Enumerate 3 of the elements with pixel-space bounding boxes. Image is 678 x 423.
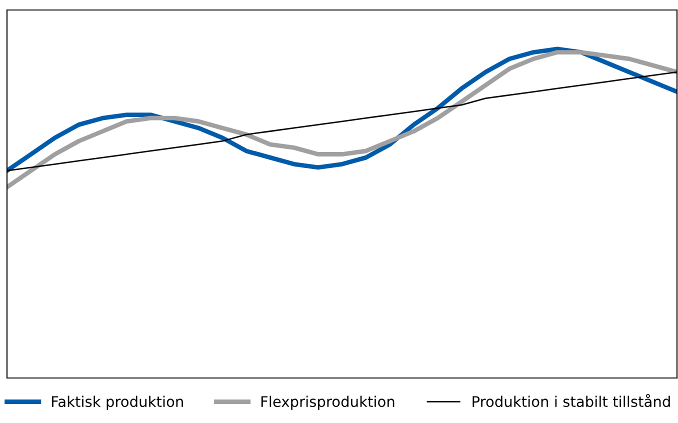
legend-label: Faktisk produktion: [52, 396, 183, 410]
legend-label: Flexprisproduktion: [261, 396, 394, 410]
legend-label: Produktion i stabilt tillstånd: [472, 394, 670, 408]
